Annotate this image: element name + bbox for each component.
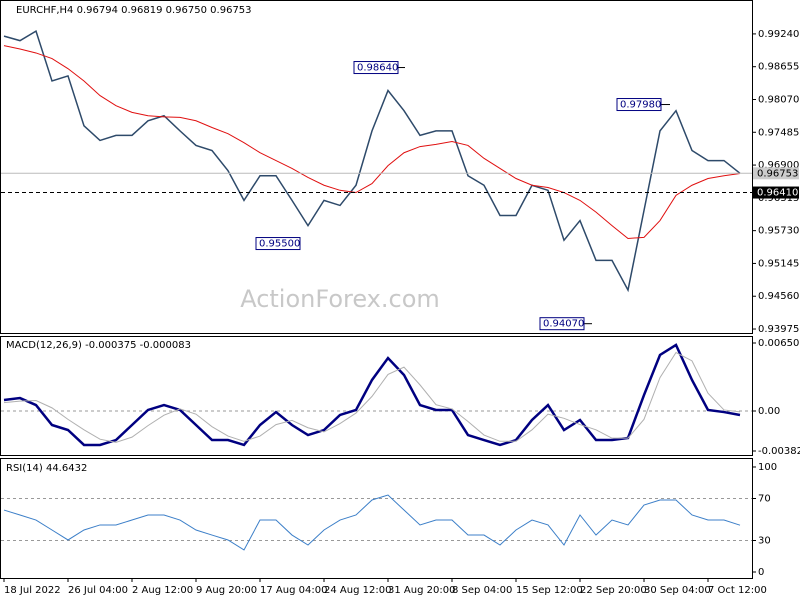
- series-line: [3, 494, 741, 551]
- y-tick-label: 0.94560: [758, 291, 799, 302]
- x-tick-label: 7 Oct 12:00: [708, 585, 767, 596]
- level-box: [753, 186, 799, 199]
- annotation-label: 0.97980: [620, 100, 661, 111]
- annotation-box: [539, 317, 585, 331]
- y-tick-label: 0.97485: [758, 127, 799, 138]
- last-box: [753, 167, 799, 180]
- annotation-label: 0.94070: [543, 319, 584, 330]
- y-tick-label: 0.99240: [758, 29, 799, 40]
- y-tick-label: 0.96900: [758, 160, 799, 171]
- rsi-title: RSI(14) 44.6432: [6, 463, 87, 474]
- y-tick-label: 30: [758, 536, 771, 547]
- annotation-label: 0.95500: [259, 239, 300, 250]
- rsi-panel: [0, 458, 753, 579]
- series-line: [3, 343, 741, 447]
- x-tick-label: 22 Sep 20:00: [580, 585, 647, 596]
- y-tick-label: 0.95730: [758, 226, 799, 237]
- y-tick-label: 70: [758, 493, 771, 504]
- x-tick-label: 8 Sep 04:00: [452, 585, 512, 596]
- price-title: EURCHF,H4 0.96794 0.96819 0.96750 0.9675…: [16, 5, 252, 16]
- series-line: [3, 29, 741, 293]
- watermark: ActionForex.com: [240, 285, 440, 313]
- y-tick-label: 0.00: [758, 406, 780, 417]
- y-tick-label: -0.003828: [758, 446, 800, 457]
- series-line: [3, 45, 741, 240]
- x-tick-label: 24 Aug 12:00: [324, 585, 391, 596]
- x-tick-label: 9 Aug 20:00: [196, 585, 257, 596]
- y-tick-label: 0.98070: [758, 94, 799, 105]
- annotation-box: [353, 61, 399, 75]
- y-tick-label: 100: [758, 462, 777, 473]
- annotation-box: [255, 237, 301, 251]
- y-tick-label: 0.95145: [758, 258, 799, 269]
- x-tick-label: 17 Aug 04:00: [260, 585, 327, 596]
- macd-panel: [0, 336, 753, 456]
- level-label: 0.96410: [757, 188, 798, 199]
- x-tick-label: 31 Aug 20:00: [388, 585, 455, 596]
- macd-title: MACD(12,26,9) -0.000375 -0.000083: [6, 340, 191, 351]
- y-tick-label: 0: [758, 567, 764, 578]
- x-tick-label: 26 Jul 04:00: [68, 585, 128, 596]
- price-panel: [0, 0, 753, 334]
- y-tick-label: 0.006509: [758, 338, 800, 349]
- x-tick-label: 18 Jul 2022: [4, 585, 61, 596]
- x-tick-label: 2 Aug 12:00: [132, 585, 193, 596]
- y-tick-label: 0.93975: [758, 324, 799, 335]
- x-tick-label: 15 Sep 12:00: [516, 585, 583, 596]
- last-label: 0.96753: [757, 168, 798, 179]
- annotation-box: [616, 98, 662, 112]
- x-tick-label: 30 Sep 04:00: [644, 585, 711, 596]
- annotation-label: 0.98640: [357, 63, 398, 74]
- series-line: [3, 351, 741, 443]
- y-tick-label: 0.98655: [758, 62, 799, 73]
